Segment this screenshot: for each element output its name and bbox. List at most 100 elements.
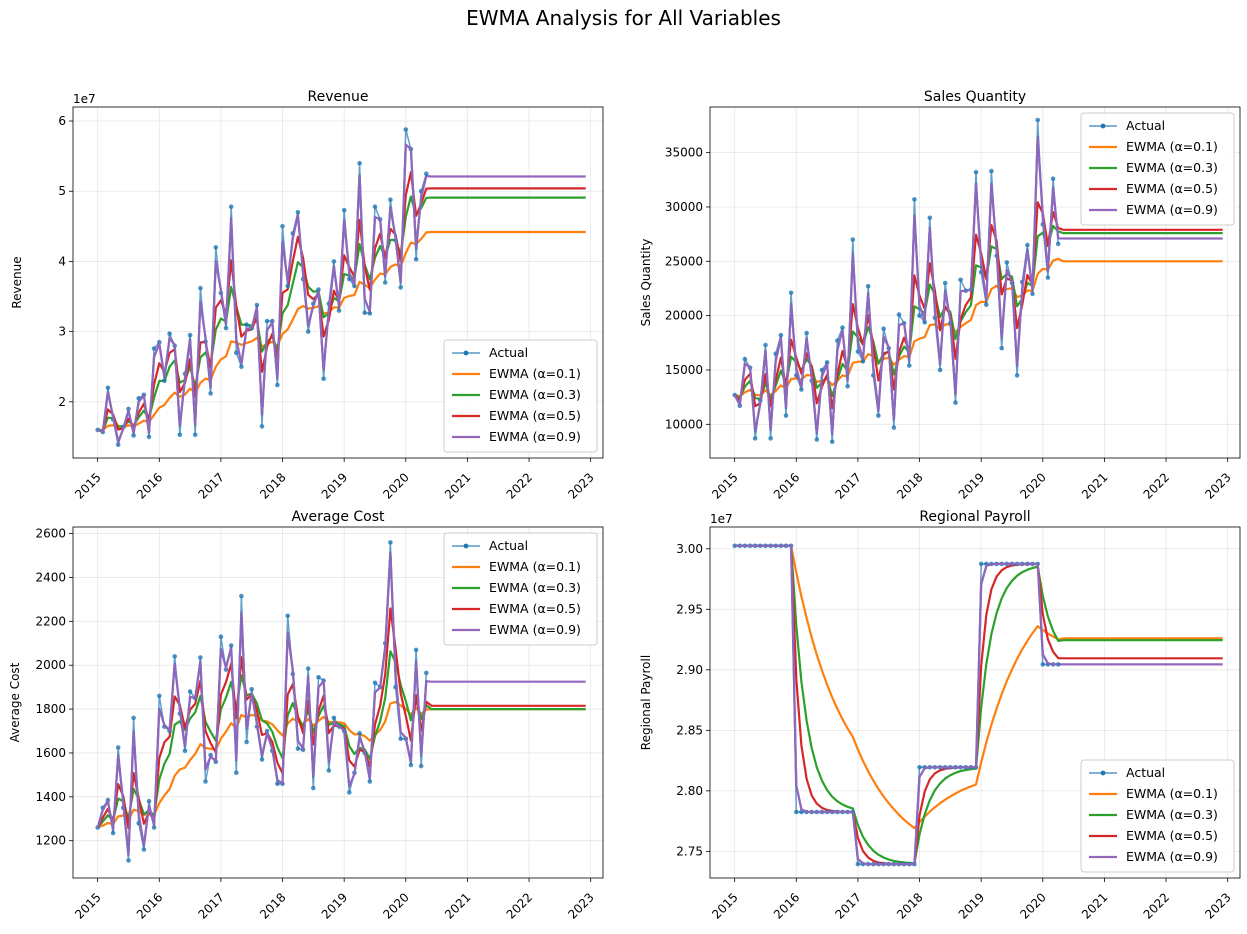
actual-point xyxy=(388,540,393,545)
actual-point xyxy=(424,670,429,676)
actual-point xyxy=(244,739,249,745)
actual-point xyxy=(1040,662,1046,667)
x-tick-label: 2019 xyxy=(319,470,350,501)
actual-point xyxy=(927,215,933,221)
ewma-line-a09-top xyxy=(733,136,1060,434)
actual-point xyxy=(167,331,172,337)
actual-point xyxy=(917,765,922,770)
actual-point xyxy=(316,287,321,292)
legend-label: EWMA (α=0.1) xyxy=(1126,139,1218,154)
actual-point xyxy=(388,197,393,202)
actual-point xyxy=(1030,291,1035,297)
x-tick-label: 2020 xyxy=(1017,470,1048,501)
y-tick-label: 2.90 xyxy=(676,663,703,677)
subplot-3: 2015 2016 2017 2018 2019 2020 2021 2022 2023 2.75… xyxy=(639,509,1241,922)
actual-point xyxy=(382,280,388,285)
y-tick-label: 2.95 xyxy=(676,602,703,616)
x-tick-label: 2021 xyxy=(1079,470,1110,501)
legend-box xyxy=(443,532,598,646)
legend-label: EWMA (α=0.5) xyxy=(489,408,581,423)
actual-point xyxy=(352,283,357,289)
actual-point xyxy=(275,781,280,786)
actual-point xyxy=(408,762,414,768)
actual-point xyxy=(151,346,157,351)
actual-point xyxy=(305,666,311,671)
legend-label: EWMA (α=0.5) xyxy=(1126,181,1218,196)
actual-point xyxy=(357,160,362,166)
actual-point xyxy=(989,168,994,174)
actual-point xyxy=(239,364,244,370)
actual-point xyxy=(244,322,249,327)
actual-point xyxy=(285,613,291,619)
x-tick-label: 2022 xyxy=(1141,470,1172,501)
actual-point xyxy=(367,779,373,784)
actual-point xyxy=(742,356,748,362)
x-tick-label: 2023 xyxy=(1202,890,1233,921)
legend-box xyxy=(443,339,598,453)
actual-point xyxy=(398,285,404,290)
x-tick-label: 2017 xyxy=(196,470,227,501)
legend-box xyxy=(1080,112,1235,226)
x-tick-label: 2022 xyxy=(1141,890,1172,921)
legend-box xyxy=(1080,759,1235,873)
y-tick-label: 15000 xyxy=(665,363,703,377)
actual-point xyxy=(264,318,270,324)
y-tick-label: 2.75 xyxy=(676,844,703,858)
x-tick-label: 2020 xyxy=(1017,890,1048,921)
actual-point xyxy=(829,439,835,445)
legend-label: EWMA (α=0.9) xyxy=(1126,849,1218,864)
actual-point xyxy=(860,359,866,364)
actual-point xyxy=(295,746,301,751)
x-tick-label: 2023 xyxy=(1202,470,1233,501)
actual-point xyxy=(768,436,773,441)
legend-label: EWMA (α=0.9) xyxy=(489,429,581,444)
actual-point xyxy=(259,424,265,429)
x-tick-label: 2017 xyxy=(196,890,227,921)
actual-point xyxy=(1035,117,1040,123)
y-tick-label: 20000 xyxy=(665,309,703,323)
actual-line xyxy=(734,545,1059,865)
actual-point xyxy=(1045,275,1051,280)
actual-point xyxy=(1004,260,1010,265)
subplot-1: 2015 2016 2017 2018 2019 2020 2021 2022 2023 1000… xyxy=(639,89,1241,502)
actual-point xyxy=(978,561,984,567)
actual-point xyxy=(157,693,162,699)
legend-label: EWMA (α=0.1) xyxy=(489,366,581,381)
actual-point xyxy=(1025,242,1030,248)
x-tick-label: 2016 xyxy=(134,470,165,501)
actual-point xyxy=(958,277,963,283)
actual-point xyxy=(218,634,224,639)
actual-point xyxy=(799,387,804,392)
x-tick-label: 2017 xyxy=(833,470,864,501)
actual-point xyxy=(126,858,131,863)
actual-point xyxy=(763,342,768,348)
y-axis-label: Average Cost xyxy=(8,662,22,742)
legend-marker xyxy=(1100,770,1106,776)
y-offset-text: 1e7 xyxy=(73,92,96,106)
actual-point xyxy=(254,302,260,308)
actual-point xyxy=(151,825,157,830)
y-tick-label: 1800 xyxy=(35,702,66,716)
x-tick-label: 2015 xyxy=(709,890,740,921)
actual-point xyxy=(413,647,419,653)
x-tick-label: 2023 xyxy=(565,470,596,501)
actual-point xyxy=(876,413,881,418)
actual-point xyxy=(141,847,147,852)
ewma-line-a03 xyxy=(734,224,1223,401)
legend-label: EWMA (α=0.3) xyxy=(489,580,581,595)
actual-point xyxy=(347,790,352,795)
actual-point xyxy=(331,715,337,721)
y-tick-label: 1200 xyxy=(35,834,66,848)
actual-point xyxy=(1050,176,1056,181)
actual-point xyxy=(280,224,285,229)
legend-label: EWMA (α=0.1) xyxy=(489,559,581,574)
ewma-line-a01 xyxy=(734,257,1223,398)
actual-point xyxy=(372,204,378,209)
subplot-title: Revenue xyxy=(308,89,369,105)
actual-point xyxy=(115,745,121,750)
actual-point xyxy=(213,245,219,250)
subplot-0: 2015 2016 2017 2018 2019 2020 2021 2022 2023 2 3 4 5… xyxy=(10,89,604,502)
ewma-line-a09-top xyxy=(96,552,428,855)
actual-point xyxy=(891,425,897,430)
x-tick-label: 2016 xyxy=(771,470,802,501)
